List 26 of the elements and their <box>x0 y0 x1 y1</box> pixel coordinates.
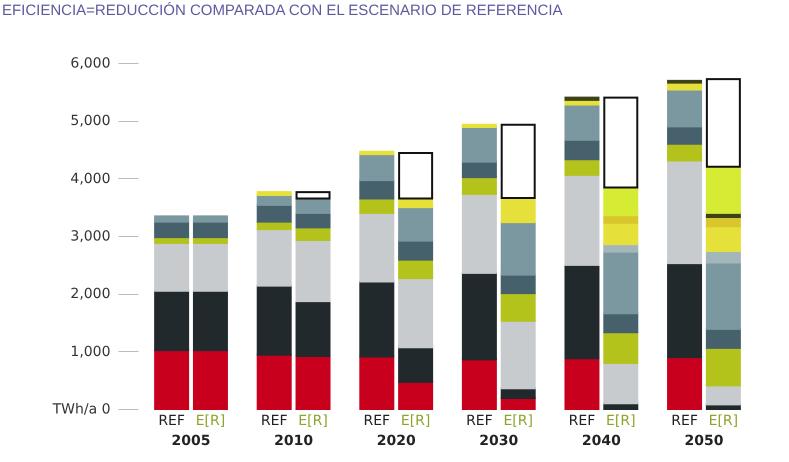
x-tick-label: REF <box>158 413 185 429</box>
x-tick-label: E[R] <box>503 413 533 429</box>
x-tick-label: REF <box>466 413 493 429</box>
x-tick-label: E[R] <box>606 413 636 429</box>
x-tick-label: E[R] <box>298 413 328 429</box>
y-tick-label: 3,000 <box>70 228 110 244</box>
y-tick-label: 1,000 <box>70 344 110 360</box>
y-tick-label: 5,000 <box>70 113 110 130</box>
text: 2040 <box>582 433 622 449</box>
y-tick-label: TWh/a 0 <box>52 402 110 418</box>
text: 2030 <box>479 433 519 449</box>
x-tick-label: REF <box>260 413 288 429</box>
y-tick-label: 6,000 <box>70 56 110 72</box>
text: 2005 <box>172 433 211 449</box>
chart-title: EFICIENCIA=REDUCCIÓN COMPARADA CON EL ESCENARIO DE REFERENCIA <box>2 1 563 19</box>
text: 2050 <box>684 433 724 449</box>
x-tick-label: E[R] <box>708 413 738 429</box>
x-tick-label: E[R] <box>400 413 430 429</box>
x-tick-label: E[R] <box>196 413 226 429</box>
text: 2010 <box>274 433 314 449</box>
x-tick-label: REF <box>568 413 596 429</box>
y-tick-label: 4,000 <box>70 170 110 187</box>
x-tick-label: REF <box>363 413 390 429</box>
x-tick-label: REF <box>671 413 698 429</box>
y-tick-label: 2,000 <box>70 286 110 302</box>
text: 2020 <box>376 433 416 449</box>
